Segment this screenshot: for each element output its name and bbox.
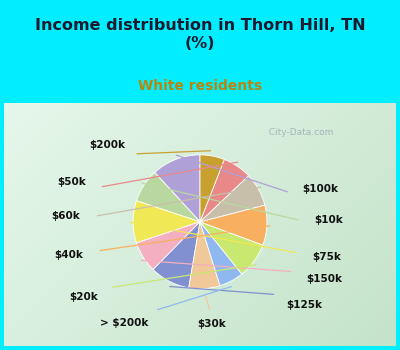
Wedge shape <box>200 176 265 222</box>
Text: White residents: White residents <box>138 79 262 93</box>
Wedge shape <box>200 160 248 222</box>
Text: $60k: $60k <box>52 210 80 220</box>
Text: Income distribution in Thorn Hill, TN
(%): Income distribution in Thorn Hill, TN (%… <box>35 18 365 51</box>
Text: $50k: $50k <box>57 177 86 188</box>
Wedge shape <box>133 201 200 243</box>
Wedge shape <box>200 205 267 245</box>
Wedge shape <box>153 222 200 288</box>
Text: City-Data.com: City-Data.com <box>263 128 333 137</box>
Wedge shape <box>155 155 200 222</box>
Text: $100k: $100k <box>302 184 338 194</box>
Text: $30k: $30k <box>198 319 226 329</box>
Text: $40k: $40k <box>54 250 84 260</box>
Text: $20k: $20k <box>69 292 98 302</box>
Text: $150k: $150k <box>306 273 342 284</box>
Text: $200k: $200k <box>89 140 125 150</box>
Wedge shape <box>200 155 224 222</box>
Text: $10k: $10k <box>314 215 343 225</box>
Wedge shape <box>136 222 200 270</box>
Text: $75k: $75k <box>312 252 341 262</box>
Wedge shape <box>136 173 200 222</box>
Text: $125k: $125k <box>287 300 323 309</box>
Text: > $200k: > $200k <box>100 317 149 328</box>
Wedge shape <box>189 222 220 289</box>
Wedge shape <box>200 222 263 274</box>
Wedge shape <box>200 222 242 286</box>
